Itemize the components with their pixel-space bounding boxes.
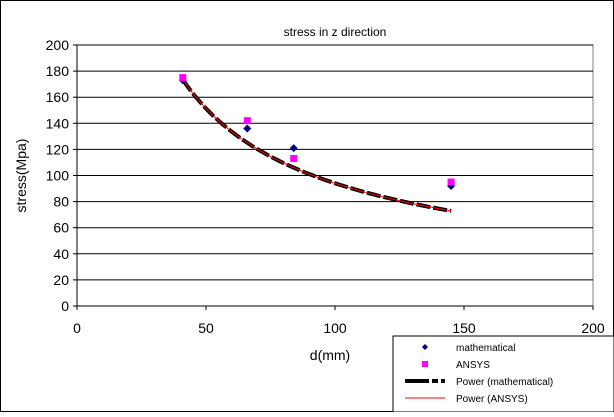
x-tick-label: 50 bbox=[198, 320, 214, 336]
y-tick-label: 40 bbox=[53, 246, 69, 262]
y-tick-label: 20 bbox=[53, 272, 69, 288]
y-tick-label: 180 bbox=[46, 63, 70, 79]
x-axis-title: d(mm) bbox=[310, 347, 350, 363]
x-tick-label: 200 bbox=[581, 320, 605, 336]
y-axis-title: stress(Mpa) bbox=[13, 139, 29, 213]
y-tick-label: 0 bbox=[61, 298, 69, 314]
data-point-ansys bbox=[179, 74, 187, 82]
x-tick-label: 150 bbox=[452, 320, 476, 336]
axes: 0 20 40 60 80 100 120 140 160 180 200 0 50 100 150 200 bbox=[46, 37, 605, 336]
legend-box bbox=[392, 335, 614, 413]
legend-label: Power (mathematical) bbox=[456, 377, 553, 388]
y-tick-label: 100 bbox=[46, 168, 70, 184]
data-point-mathematical bbox=[289, 144, 298, 153]
y-tick-label: 60 bbox=[53, 220, 69, 236]
grid-lines bbox=[77, 44, 593, 281]
y-tick-label: 140 bbox=[46, 115, 70, 131]
x-tick-label: 0 bbox=[73, 320, 81, 336]
legend: mathematical ANSYS Power (mathematical) Pow… bbox=[392, 335, 614, 413]
x-tick-label: 100 bbox=[323, 320, 347, 336]
y-tick-label: 80 bbox=[53, 194, 69, 210]
y-tick-label: 160 bbox=[46, 89, 70, 105]
legend-label: Power (ANSYS) bbox=[456, 394, 528, 405]
data-point-ansys bbox=[290, 155, 298, 163]
trendline-power-ansys bbox=[182, 79, 452, 212]
y-tick-label: 200 bbox=[46, 37, 70, 53]
data-point-mathematical bbox=[243, 124, 252, 133]
data-point-ansys bbox=[447, 178, 455, 186]
data-point-ansys bbox=[243, 117, 251, 125]
legend-label: mathematical bbox=[456, 343, 515, 354]
legend-label: ANSYS bbox=[456, 360, 490, 371]
chart-title: stress in z direction bbox=[284, 25, 387, 39]
legend-marker bbox=[422, 344, 428, 350]
data-points bbox=[178, 74, 456, 190]
legend-marker bbox=[422, 361, 428, 367]
y-tick-label: 120 bbox=[46, 141, 70, 157]
trendlines bbox=[181, 78, 452, 213]
